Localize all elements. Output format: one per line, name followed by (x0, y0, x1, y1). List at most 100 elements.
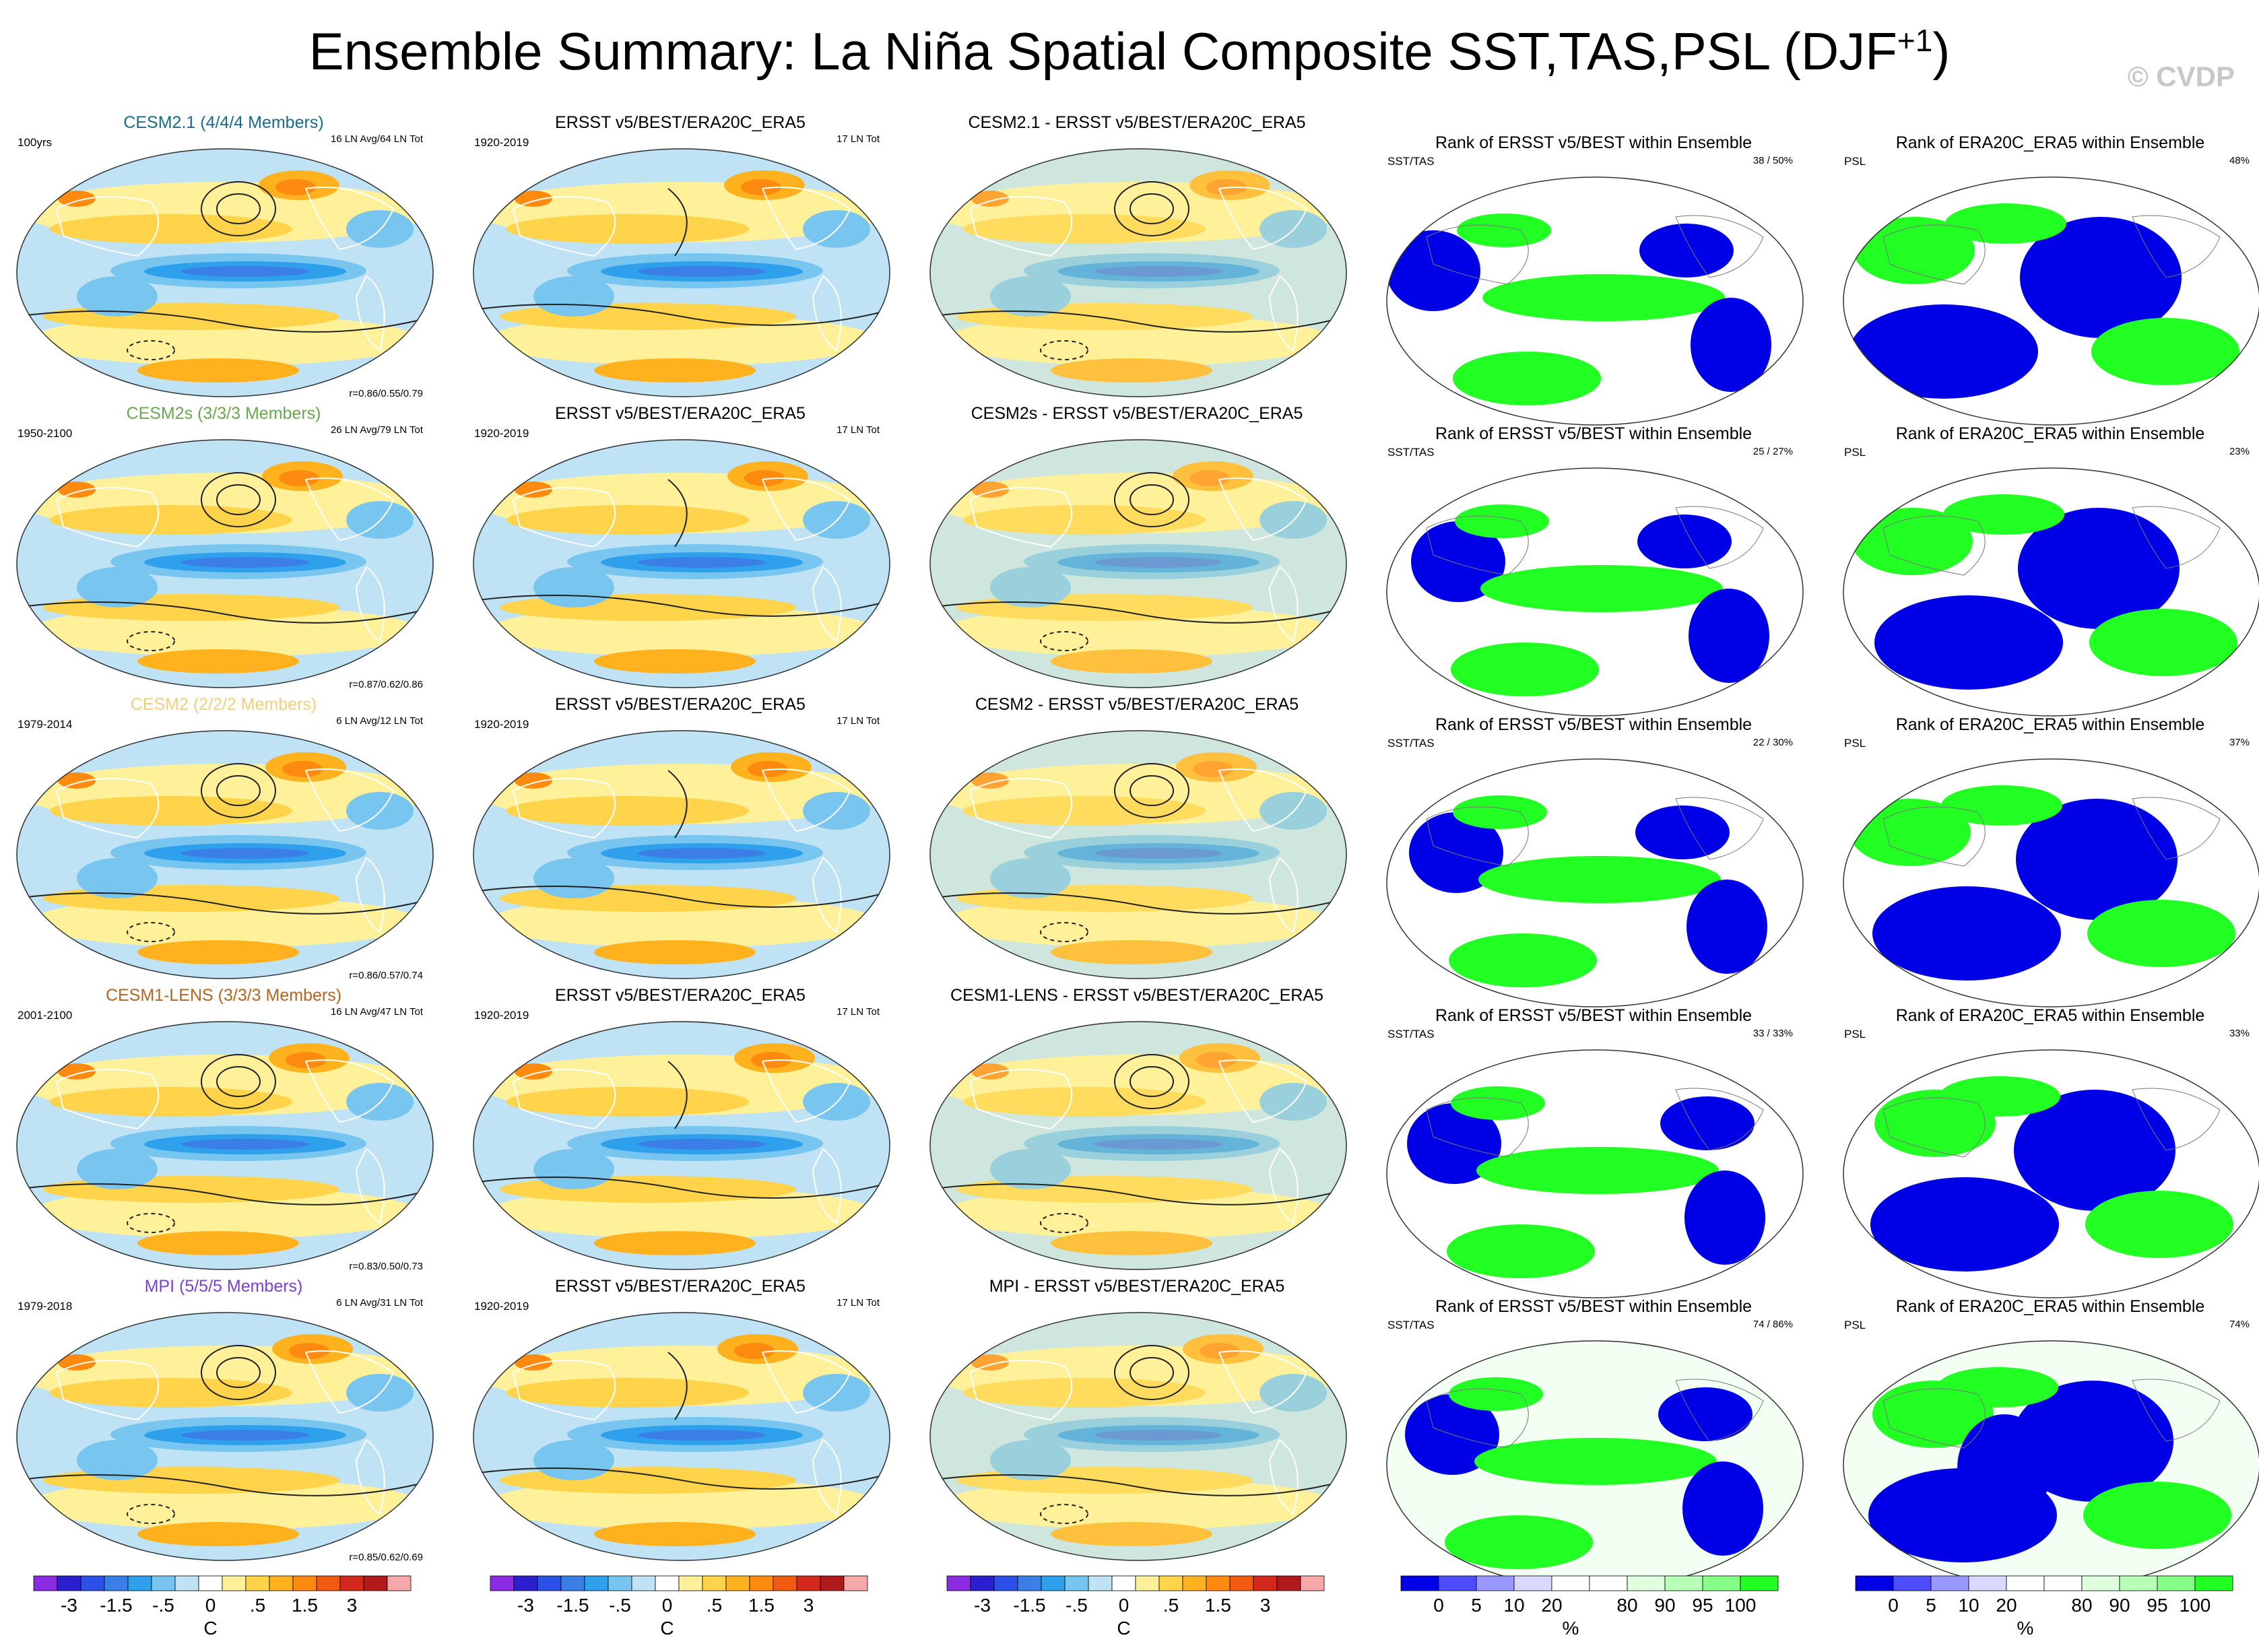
colorbar-tick-label: -.5 (1066, 1595, 1088, 1616)
colorbar-swatch (1893, 1575, 1932, 1591)
panel-mpi-obs: ERSST v5/BEST/ERA20C_ERA5 1920-2019 17 LN … (465, 1277, 896, 1568)
rank-map (1386, 1049, 1804, 1298)
colorbar-swatch (584, 1575, 609, 1591)
colorbar-swatch (33, 1575, 58, 1591)
rank-map (1843, 1049, 2259, 1298)
colorbar-unit: % (2017, 1618, 2034, 1639)
colorbar-swatch (1135, 1575, 1160, 1591)
anomaly-map (16, 730, 434, 979)
event-count: 26 LN Avg/79 LN Tot (330, 424, 423, 436)
rank-percent: 25 / 27% (1753, 446, 1793, 457)
colorbar-tick-label: 100 (2179, 1595, 2211, 1616)
colorbar-swatch (2006, 1575, 2045, 1591)
panel-title: Rank of ERSST v5/BEST within Ensemble (1435, 424, 1753, 443)
colorbar-swatch (292, 1575, 317, 1591)
rank-percent: 37% (2229, 737, 2250, 748)
colorbar-swatch (1206, 1575, 1231, 1591)
colorbar-swatch (1229, 1575, 1254, 1591)
colorbar-swatch (1627, 1575, 1666, 1591)
rank-percent: 74% (2229, 1319, 2250, 1330)
period-label: 1920-2019 (474, 427, 529, 440)
panel-title: ERSST v5/BEST/ERA20C_ERA5 (555, 695, 806, 714)
panel-title: Rank of ERSST v5/BEST within Ensemble (1435, 715, 1753, 734)
colorbar-tick-label: 3 (346, 1595, 358, 1616)
rank-percent: 22 / 30% (1753, 737, 1793, 748)
colorbar-swatch (1276, 1575, 1301, 1591)
colorbar-tick-label: -.5 (609, 1595, 631, 1616)
panel-cesm1lens-rank-sst: Rank of ERSST v5/BEST within Ensemble SST… (1378, 986, 1809, 1298)
colorbar-swatch (198, 1575, 223, 1591)
colorbar-tick-label: 3 (1259, 1595, 1271, 1616)
colorbar-swatch (513, 1575, 538, 1591)
colorbar-swatch (1041, 1575, 1066, 1591)
colorbar-swatch (104, 1575, 129, 1591)
variable-label: SST/TAS (1387, 737, 1435, 750)
event-count: 17 LN Tot (837, 1297, 880, 1309)
colorbar-swatch (1017, 1575, 1042, 1591)
panel-cesm21-rank-psl: Rank of ERA20C_ERA5 within Ensemble PSL 48… (1835, 113, 2259, 426)
colorbar-swatch (970, 1575, 995, 1591)
colorbar-swatch (339, 1575, 364, 1591)
panel-cesm2-diff: CESM2 - ERSST v5/BEST/ERA20C_ERA5 (921, 695, 1352, 986)
colorbar-tick-label: 90 (1654, 1595, 1676, 1616)
colorbar-swatch (725, 1575, 750, 1591)
panel-title: ERSST v5/BEST/ERA20C_ERA5 (555, 1277, 806, 1296)
colorbar-tick-label: 20 (1541, 1595, 1563, 1616)
pattern-correlation: r=0.83/0.50/0.73 (349, 1261, 423, 1272)
colorbar-tick-label: 0 (1118, 1595, 1130, 1616)
colorbar-tick-label: 1.5 (1205, 1595, 1231, 1616)
pattern-correlation: r=0.87/0.62/0.86 (349, 679, 423, 690)
copyright-mark: © CVDP (2127, 61, 2235, 92)
colorbar-tick-label: -1.5 (1013, 1595, 1046, 1616)
colorbar-swatch (2043, 1575, 2083, 1591)
rank-percent: 33 / 33% (1753, 1028, 1793, 1039)
variable-label: PSL (1844, 446, 1866, 459)
colorbar-tick-label: 10 (1958, 1595, 1979, 1616)
colorbar-swatch (678, 1575, 703, 1591)
event-count: 16 LN Avg/47 LN Tot (330, 1006, 423, 1018)
rank-colorbar: 0 5 10 20 80 90 95 100% (1852, 1575, 2236, 1645)
event-count: 17 LN Tot (837, 1006, 880, 1018)
panel-title: Rank of ERSST v5/BEST within Ensemble (1435, 1297, 1753, 1316)
panel-title: Rank of ERA20C_ERA5 within Ensemble (1895, 1297, 2205, 1316)
panel-title: Rank of ERSST v5/BEST within Ensemble (1435, 1006, 1753, 1025)
colorbar-swatch (1664, 1575, 1703, 1591)
colorbar-swatch (2194, 1575, 2233, 1591)
panel-title: CESM1-LENS - ERSST v5/BEST/ERA20C_ERA5 (950, 986, 1323, 1005)
colorbar-swatch (1513, 1575, 1552, 1591)
colorbar-tick-label: 0 (205, 1595, 216, 1616)
colorbar-tick-label: 1.5 (748, 1595, 775, 1616)
anomaly-map (16, 439, 434, 688)
panel-cesm21-model: CESM2.1 (4/4/4 Members) 100yrs 16 LN Avg/6… (8, 113, 439, 404)
rank-map (1843, 1340, 2259, 1589)
colorbar-unit: C (660, 1618, 674, 1639)
colorbar-swatch (820, 1575, 845, 1591)
colorbar-tick-label: -3 (517, 1595, 534, 1616)
rank-colorbar: 0 5 10 20 80 90 95 100% (1398, 1575, 1781, 1645)
colorbar-tick-label: 0 (661, 1595, 673, 1616)
period-label: 100yrs (18, 136, 53, 149)
colorbar-tick-label: -1.5 (556, 1595, 589, 1616)
colorbar-swatch (1968, 1575, 2007, 1591)
rank-map (1386, 1340, 1804, 1589)
pattern-correlation: r=0.86/0.55/0.79 (349, 388, 423, 399)
colorbar-swatch (843, 1575, 868, 1591)
anomaly-map (929, 730, 1347, 979)
event-count: 17 LN Tot (837, 424, 880, 436)
colorbar-swatch (702, 1575, 727, 1591)
rank-percent: 38 / 50% (1753, 155, 1793, 166)
colorbar-swatch (1400, 1575, 1439, 1591)
panel-title: ERSST v5/BEST/ERA20C_ERA5 (555, 986, 806, 1005)
event-count: 17 LN Tot (837, 133, 880, 145)
colorbar-swatch (749, 1575, 774, 1591)
colorbar-swatch (946, 1575, 971, 1591)
colorbar-swatch (993, 1575, 1018, 1591)
colorbar-tick-label: 100 (1724, 1595, 1757, 1616)
panel-cesm2s-rank-sst: Rank of ERSST v5/BEST within Ensemble SST… (1378, 404, 1809, 717)
period-label: 1920-2019 (474, 1009, 529, 1022)
colorbar-swatch (655, 1575, 680, 1591)
panel-cesm1lens-model: CESM1-LENS (3/3/3 Members) 2001-2100 16 LN… (8, 986, 439, 1277)
figure-title: Ensemble Summary: La Niña Spatial Compos… (308, 22, 1951, 81)
colorbar-tick-label: 1.5 (292, 1595, 318, 1616)
panel-title: CESM2.1 (4/4/4 Members) (123, 113, 324, 132)
